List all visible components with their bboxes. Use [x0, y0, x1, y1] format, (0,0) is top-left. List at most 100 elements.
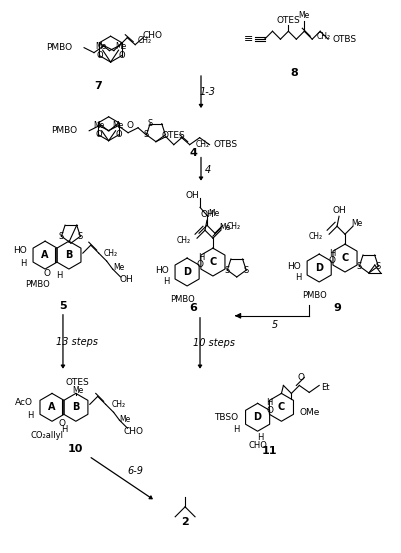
Text: O: O	[297, 373, 304, 382]
Text: Et: Et	[320, 383, 328, 392]
Text: O: O	[265, 406, 272, 415]
Text: H: H	[266, 398, 272, 407]
Text: O: O	[118, 51, 125, 60]
Text: OH: OH	[200, 210, 213, 219]
Text: 11: 11	[261, 446, 277, 456]
Text: S: S	[243, 265, 248, 275]
Text: H: H	[20, 259, 26, 268]
Text: 4: 4	[188, 148, 196, 158]
Text: S: S	[356, 262, 361, 270]
Text: 9: 9	[332, 303, 340, 313]
Text: H: H	[56, 270, 62, 279]
Text: CH₂: CH₂	[316, 32, 330, 41]
Text: Me: Me	[119, 415, 130, 424]
Text: CO₂allyl: CO₂allyl	[30, 431, 63, 440]
Text: 8: 8	[290, 68, 298, 78]
Text: C: C	[209, 257, 216, 267]
Text: PMBO: PMBO	[25, 280, 49, 289]
Text: O: O	[43, 269, 51, 278]
Text: H: H	[197, 253, 204, 262]
Text: H: H	[257, 432, 263, 442]
Text: O: O	[126, 121, 133, 131]
Text: AcO: AcO	[15, 398, 33, 407]
Text: Me: Me	[113, 263, 124, 272]
Text: CH₂: CH₂	[195, 140, 209, 149]
Text: D: D	[182, 267, 190, 277]
Text: CH₂: CH₂	[308, 232, 322, 241]
Text: S: S	[144, 131, 149, 139]
Text: Me: Me	[115, 41, 126, 51]
Text: H: H	[294, 274, 301, 283]
Text: 10 steps: 10 steps	[192, 338, 234, 348]
Text: S: S	[77, 232, 83, 241]
Text: C: C	[277, 403, 284, 413]
Text: S: S	[375, 262, 380, 270]
Text: H: H	[162, 278, 169, 286]
Text: Me: Me	[93, 121, 104, 131]
Text: 6-9: 6-9	[127, 466, 143, 476]
Text: CHO: CHO	[142, 31, 162, 40]
Text: B: B	[65, 250, 73, 260]
Text: PMBO: PMBO	[46, 43, 72, 52]
Text: A: A	[48, 403, 56, 413]
Text: CHO: CHO	[123, 427, 143, 436]
Text: OH: OH	[185, 191, 198, 200]
Text: 13 steps: 13 steps	[56, 337, 97, 347]
Text: B: B	[72, 403, 79, 413]
Text: O: O	[58, 419, 65, 428]
Text: Me: Me	[298, 11, 309, 20]
Text: CH₂: CH₂	[103, 249, 117, 258]
Text: 1-3: 1-3	[199, 87, 215, 97]
Text: CHO: CHO	[247, 441, 266, 450]
Text: HO: HO	[287, 262, 301, 270]
Text: OTBS: OTBS	[213, 140, 237, 149]
Text: O: O	[115, 130, 122, 139]
Text: 5: 5	[59, 301, 67, 311]
Text: O: O	[328, 255, 335, 264]
Text: OTES: OTES	[276, 16, 300, 25]
Text: H: H	[27, 411, 33, 420]
Text: S: S	[59, 232, 64, 241]
Text: 6: 6	[188, 303, 196, 313]
Text: Me: Me	[111, 121, 123, 131]
Text: O: O	[196, 259, 203, 269]
Text: CH₂: CH₂	[111, 400, 126, 409]
Text: OH: OH	[119, 275, 133, 284]
Text: Me: Me	[208, 209, 219, 218]
Text: TBSO: TBSO	[213, 413, 237, 422]
Text: H: H	[61, 425, 67, 434]
Text: S: S	[147, 119, 152, 128]
Text: C: C	[340, 253, 348, 263]
Text: S: S	[224, 265, 229, 275]
Text: O: O	[95, 130, 101, 139]
Text: OMe: OMe	[299, 408, 319, 417]
Text: OTES: OTES	[66, 378, 89, 387]
Text: OTBS: OTBS	[331, 35, 355, 44]
Text: OTES: OTES	[162, 131, 185, 140]
Text: Me: Me	[350, 219, 362, 228]
Text: H: H	[233, 425, 239, 434]
Text: Me: Me	[95, 41, 106, 51]
Text: CH₂: CH₂	[176, 236, 190, 244]
Text: Me: Me	[219, 223, 230, 232]
Text: HO: HO	[155, 265, 169, 274]
Text: 7: 7	[93, 81, 101, 91]
Text: ≡: ≡	[243, 34, 253, 44]
Text: CH₂: CH₂	[226, 222, 240, 231]
Text: O: O	[96, 51, 103, 60]
Text: 5: 5	[271, 320, 277, 330]
Text: H: H	[328, 249, 334, 258]
Text: 2: 2	[181, 517, 188, 527]
Text: A: A	[41, 250, 49, 260]
Text: PMBO: PMBO	[51, 126, 77, 135]
Text: HO: HO	[13, 246, 27, 254]
Text: PMBO: PMBO	[169, 295, 194, 304]
Text: D: D	[314, 263, 322, 273]
Text: Me: Me	[72, 386, 83, 395]
Text: D: D	[253, 413, 261, 422]
Text: 10: 10	[68, 444, 83, 454]
Text: CH₂: CH₂	[137, 36, 151, 45]
Text: 4: 4	[205, 165, 211, 175]
Text: OH: OH	[331, 206, 345, 215]
Text: PMBO: PMBO	[301, 291, 326, 300]
